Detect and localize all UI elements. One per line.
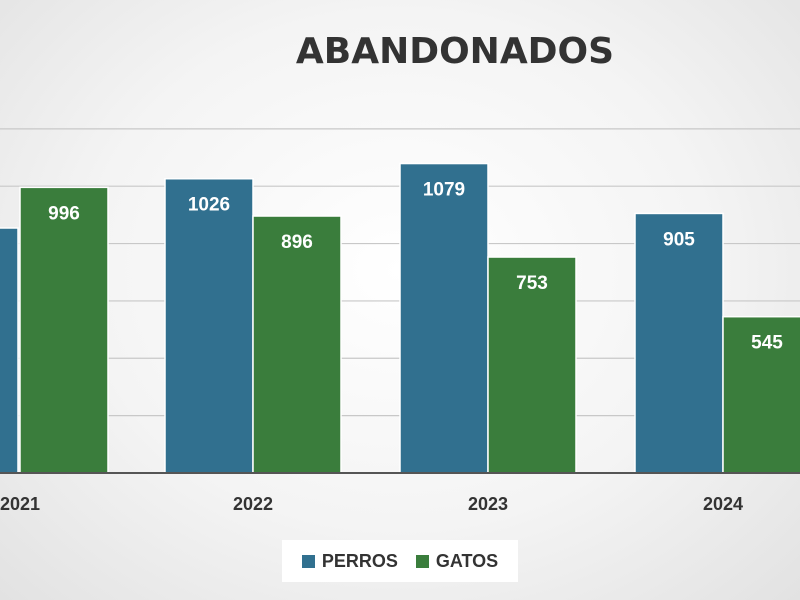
chart-title: ABANDONADOS (296, 31, 614, 72)
x-tick-label: 2021 (0, 494, 40, 514)
data-label-perros-2024: 905 (663, 229, 695, 250)
bar-gatos-2022 (252, 215, 342, 474)
bar-gatos-2024 (722, 315, 800, 474)
x-tick-label: 2022 (233, 494, 273, 514)
data-label-gatos-2023: 753 (516, 273, 548, 294)
legend-label-gatos: GATOS (435, 550, 499, 571)
bars (0, 162, 800, 474)
legend: PERROS GATOS (282, 540, 518, 582)
x-axis-ticks: 2021 2022 2023 2024 (0, 494, 743, 514)
bar-perros-2021 (0, 227, 19, 474)
legend-item-perros: PERROS (301, 550, 398, 572)
bar-perros-2023 (399, 162, 489, 474)
data-label-perros-2022: 1026 (188, 195, 230, 216)
legend-label-perros: PERROS (321, 550, 398, 571)
x-tick-label: 2023 (468, 494, 508, 514)
data-label-gatos-2022: 896 (281, 232, 313, 253)
bar-gatos-2021 (19, 186, 109, 474)
data-labels: 996 1026 896 1079 753 905 545 (48, 180, 783, 354)
legend-swatch-perros (301, 554, 315, 568)
x-tick-label: 2024 (703, 494, 743, 514)
data-label-gatos-2021: 996 (48, 203, 80, 224)
data-label-perros-2023: 1079 (423, 180, 465, 201)
data-label-gatos-2024: 545 (751, 333, 783, 354)
bar-perros-2024 (634, 212, 724, 474)
bar-perros-2022 (164, 177, 254, 474)
legend-swatch-gatos (415, 554, 429, 568)
legend-item-gatos: GATOS (415, 550, 499, 572)
